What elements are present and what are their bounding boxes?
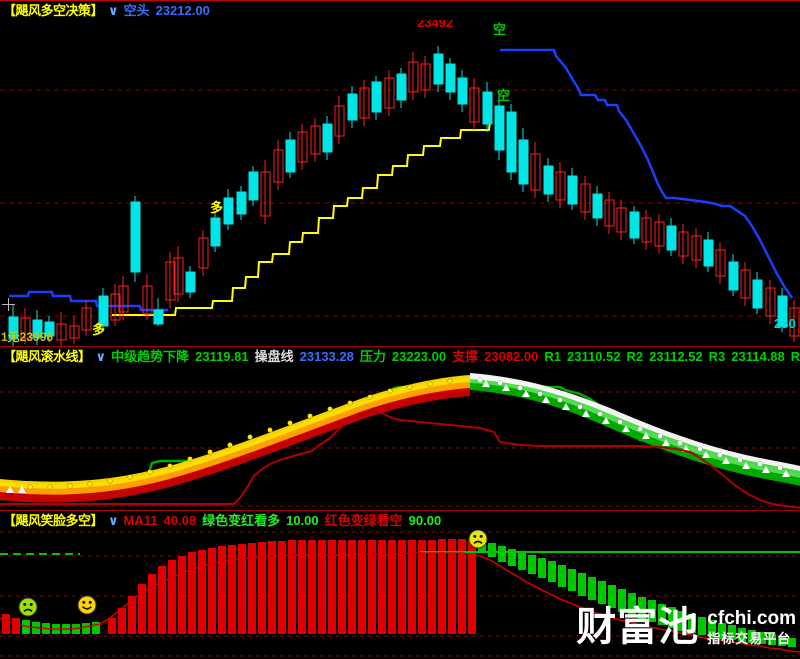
mid-chart-svg <box>0 366 800 511</box>
happy-face-icon-yellow <box>77 595 97 615</box>
ma11-line <box>0 552 800 653</box>
field-value-ma11: 40.08 <box>163 513 197 528</box>
chevron-down-icon[interactable]: ∨ <box>108 3 119 18</box>
field-value-caopan: 23133.28 <box>299 349 354 364</box>
field-label-caopan: 操盘线 <box>254 349 294 364</box>
field-label-green-to-red: 绿色变红看多 <box>202 513 281 528</box>
upper-reference-line <box>0 551 800 555</box>
field-value-kongtou: 23212.00 <box>155 3 210 18</box>
sad-face-icon-green <box>18 597 38 617</box>
smiley-markers-layer <box>18 530 488 617</box>
field-value-green-to-red: 10.00 <box>286 513 319 528</box>
chevron-down-icon[interactable]: ∨ <box>108 513 119 528</box>
resistance-step-line <box>9 290 168 312</box>
bot-chart-canvas[interactable]: 财富池 cfchi.com 指标交易平台 <box>0 530 800 659</box>
mid-chart-canvas[interactable] <box>0 366 800 511</box>
field-value-red-to-green: 90.00 <box>408 513 442 528</box>
support-step-line <box>112 120 491 316</box>
main-chart-svg <box>0 20 800 347</box>
field-label-yali: 压力 <box>359 349 386 364</box>
panel-mid-header: 【飓风滚水线】 ∨ 中级趋势下降 23119.81 操盘线 23133.28 压力 23223… <box>0 347 800 366</box>
field-value-r2: 23112.52 <box>649 349 703 364</box>
field-label-r3: R3 <box>708 349 726 364</box>
panel-main-decision: 【飓风多空决策】 ∨ 空头 23212.00 <box>0 0 800 347</box>
panel-main-header: 【飓风多空决策】 ∨ 空头 23212.00 <box>0 1 800 20</box>
field-label-ma11: MA11 <box>123 513 158 528</box>
panel-main-title[interactable]: 【飓风多空决策】 <box>3 3 104 18</box>
field-value-zhicheng: 23082.00 <box>484 349 539 364</box>
panel-mid-title[interactable]: 【飓风滚水线】 <box>3 349 91 364</box>
panel-mid-rolling-water-line: 【飓风滚水线】 ∨ 中级趋势下降 23119.81 操盘线 23133.28 压力 23223… <box>0 346 800 511</box>
ma-ribbon-cool <box>470 373 800 486</box>
field-value-trend: 23119.81 <box>195 349 249 364</box>
main-chart-canvas[interactable]: 23492 空 空 多 多 1无23996 230 <box>0 20 800 347</box>
ribbon-star-markers <box>6 377 790 493</box>
field-value-yali: 23223.00 <box>391 349 447 364</box>
histogram-bars <box>2 539 796 647</box>
field-label-r2: R2 <box>626 349 644 364</box>
resistance-step-line-right <box>500 48 794 299</box>
field-label-r4: R4 <box>790 349 800 364</box>
field-label-red-to-green: 红色变绿看空 <box>324 513 403 528</box>
candlestick-series <box>8 46 800 346</box>
panel-bot-smiley-long-short: 【飓风笑脸多空】 ∨ MA11 40.08 绿色变红看多 10.00 红色变绿看空 90.00 <box>0 510 800 659</box>
sad-face-icon-yellow <box>468 530 488 549</box>
panel-bot-header: 【飓风笑脸多空】 ∨ MA11 40.08 绿色变红看多 10.00 红色变绿看空 90.00 <box>0 511 800 530</box>
field-label-kongtou: 空头 <box>123 3 150 18</box>
field-value-r3: 23114.88 <box>731 349 785 364</box>
field-label-zhicheng: 支撑 <box>452 349 479 364</box>
field-label-r1: R1 <box>544 349 561 364</box>
support-line-mid <box>0 409 800 509</box>
field-value-r1: 23110.52 <box>566 349 621 364</box>
triangle-markers <box>6 380 790 493</box>
field-label-trend: 中级趋势下降 <box>111 349 190 364</box>
chevron-down-icon[interactable]: ∨ <box>95 349 107 364</box>
panel-bot-title[interactable]: 【飓风笑脸多空】 <box>3 513 104 528</box>
bot-chart-svg <box>0 530 800 659</box>
